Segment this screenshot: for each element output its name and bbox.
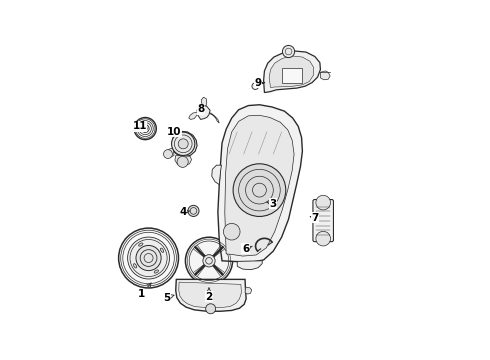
Text: 2: 2 <box>205 288 213 302</box>
Text: 11: 11 <box>132 121 147 131</box>
Circle shape <box>203 255 215 267</box>
Circle shape <box>172 132 195 156</box>
Polygon shape <box>264 51 320 93</box>
Polygon shape <box>320 71 330 80</box>
Text: 5: 5 <box>163 293 174 303</box>
Circle shape <box>119 228 178 288</box>
Polygon shape <box>237 261 262 270</box>
Circle shape <box>316 231 330 246</box>
Text: 10: 10 <box>167 127 181 137</box>
Polygon shape <box>209 113 219 123</box>
Polygon shape <box>172 131 197 157</box>
Circle shape <box>127 237 170 279</box>
FancyBboxPatch shape <box>313 199 334 242</box>
Ellipse shape <box>154 270 158 273</box>
Polygon shape <box>165 148 174 157</box>
Polygon shape <box>212 165 221 185</box>
Circle shape <box>185 237 233 284</box>
Polygon shape <box>189 112 198 120</box>
Polygon shape <box>282 68 302 82</box>
Text: 9: 9 <box>254 77 264 87</box>
Circle shape <box>206 304 216 314</box>
Circle shape <box>136 246 161 271</box>
Ellipse shape <box>160 248 164 252</box>
Circle shape <box>164 150 172 158</box>
Polygon shape <box>269 56 314 87</box>
Ellipse shape <box>133 264 137 268</box>
Circle shape <box>252 83 259 90</box>
Polygon shape <box>179 282 242 308</box>
Text: 3: 3 <box>267 199 277 209</box>
Circle shape <box>223 223 240 240</box>
Polygon shape <box>201 97 207 105</box>
Polygon shape <box>245 288 252 294</box>
Ellipse shape <box>139 243 143 246</box>
Circle shape <box>134 117 156 140</box>
Text: 7: 7 <box>310 213 318 223</box>
Circle shape <box>233 164 286 216</box>
Circle shape <box>141 125 149 132</box>
Text: 8: 8 <box>197 104 204 115</box>
Text: 4: 4 <box>179 207 190 217</box>
Text: 1: 1 <box>138 283 151 299</box>
Polygon shape <box>176 279 246 311</box>
Polygon shape <box>197 105 210 120</box>
Circle shape <box>178 139 188 149</box>
Circle shape <box>282 45 294 58</box>
Polygon shape <box>175 156 192 166</box>
Circle shape <box>177 156 188 167</box>
Polygon shape <box>218 105 302 262</box>
Polygon shape <box>225 115 294 256</box>
Circle shape <box>316 195 330 210</box>
Circle shape <box>188 205 199 216</box>
Text: 6: 6 <box>242 244 252 254</box>
